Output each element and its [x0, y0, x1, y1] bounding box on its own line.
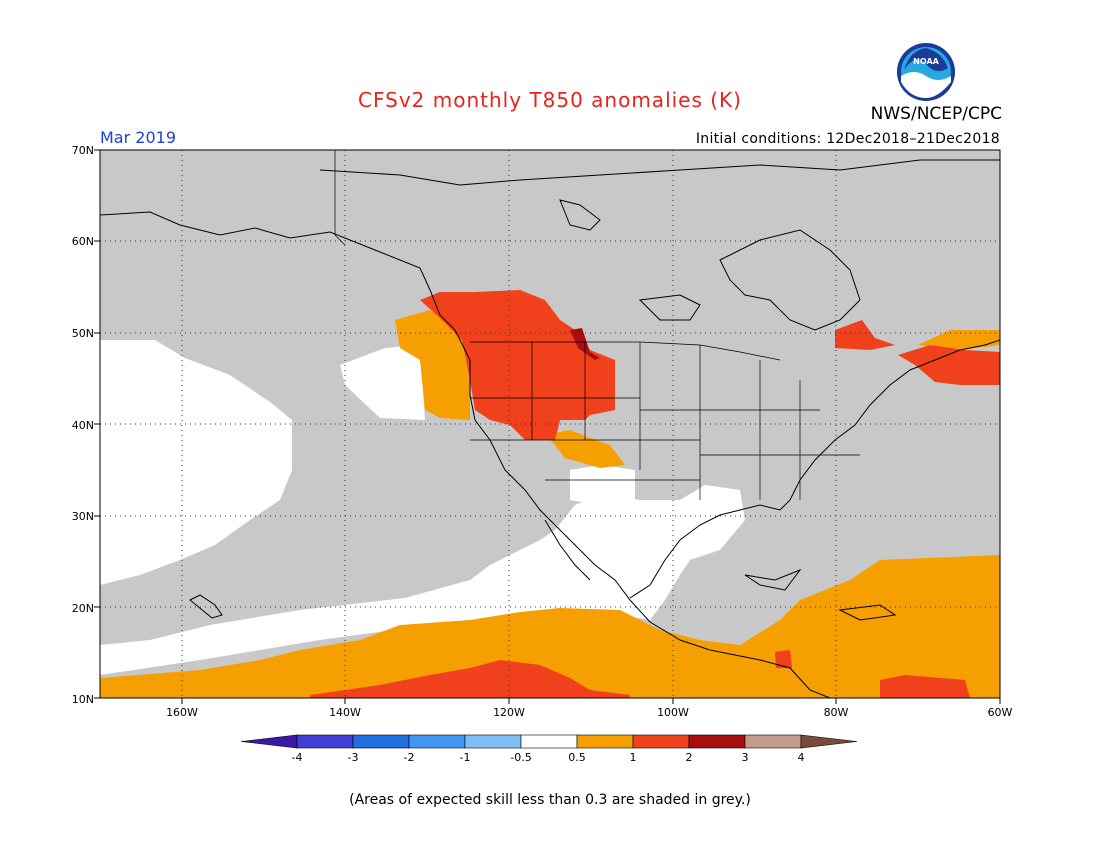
- lat-label: 40N: [71, 419, 94, 432]
- lat-label: 60N: [71, 235, 94, 248]
- hot-region-maritimes: [898, 345, 1000, 385]
- colorbar-swatch: [240, 734, 298, 749]
- lon-label: 140W: [329, 706, 361, 719]
- colorbar-swatch: [352, 734, 410, 749]
- very-hot-region: [570, 328, 600, 360]
- colorbar-tick-label: -3: [347, 751, 359, 764]
- agency-label: NWS/NCEP/CPC: [870, 104, 1002, 124]
- colorbar-swatch: [576, 734, 634, 749]
- colorbar-swatch: [744, 734, 802, 749]
- warm-region-newfoundland: [918, 330, 1000, 350]
- lat-label: 30N: [71, 510, 94, 523]
- neutral-region-offshore: [340, 345, 425, 420]
- hot-region-caribbean: [880, 675, 970, 698]
- lon-label: 60W: [987, 706, 1013, 719]
- hot-region-northwest: [420, 290, 615, 440]
- colorbar-tick-label: 0.5: [568, 751, 586, 764]
- valid-month: Mar 2019: [100, 128, 176, 147]
- neutral-region-pacific: [100, 340, 292, 585]
- colorbar-swatch: [800, 734, 858, 749]
- colorbar-tick-label: 2: [685, 751, 693, 764]
- warm-region-southwest: [545, 430, 625, 468]
- lat-label: 50N: [71, 327, 94, 340]
- neutral-region-southwest: [570, 465, 635, 505]
- lat-label: 10N: [71, 693, 94, 706]
- colorbar-swatch: [520, 734, 578, 749]
- colorbar-tick-label: 4: [797, 751, 805, 764]
- low-skill-area: [100, 150, 1000, 698]
- hot-region-pacific-tropics: [310, 660, 630, 698]
- skill-footnote: (Areas of expected skill less than 0.3 a…: [349, 792, 751, 808]
- colorbar-tick-label: 1: [629, 751, 637, 764]
- lat-label: 70N: [71, 144, 94, 157]
- colorbar-tick-label: -1: [459, 751, 471, 764]
- lon-label: 80W: [823, 706, 849, 719]
- initial-conditions: Initial conditions: 12Dec2018–21Dec2018: [695, 131, 1000, 147]
- colorbar-tick-label: -0.5: [510, 751, 532, 764]
- colorbar-tick-label: 3: [741, 751, 749, 764]
- colorbar-swatch: [464, 734, 522, 749]
- svg-text:NOAA: NOAA: [913, 57, 939, 66]
- hot-region-central-america: [775, 650, 792, 668]
- noaa-logo-icon: NOAA: [897, 43, 955, 101]
- map-title: CFSv2 monthly T850 anomalies (K): [358, 88, 742, 112]
- colorbar-swatch: [632, 734, 690, 749]
- lon-label: 120W: [493, 706, 525, 719]
- colorbar-tick-label: -2: [403, 751, 415, 764]
- colorbar-swatch: [408, 734, 466, 749]
- warm-region-tropics: [100, 555, 1000, 698]
- lon-label: 160W: [166, 706, 198, 719]
- lat-label: 20N: [71, 602, 94, 615]
- hot-region-quebec: [835, 320, 895, 350]
- colorbar-swatch: [296, 734, 354, 749]
- neutral-region-tropics: [100, 485, 745, 675]
- lon-label: 100W: [657, 706, 689, 719]
- warm-region-west-coast: [395, 310, 470, 420]
- colorbar-tick-label: -4: [291, 751, 303, 764]
- colorbar-swatch: [688, 734, 746, 749]
